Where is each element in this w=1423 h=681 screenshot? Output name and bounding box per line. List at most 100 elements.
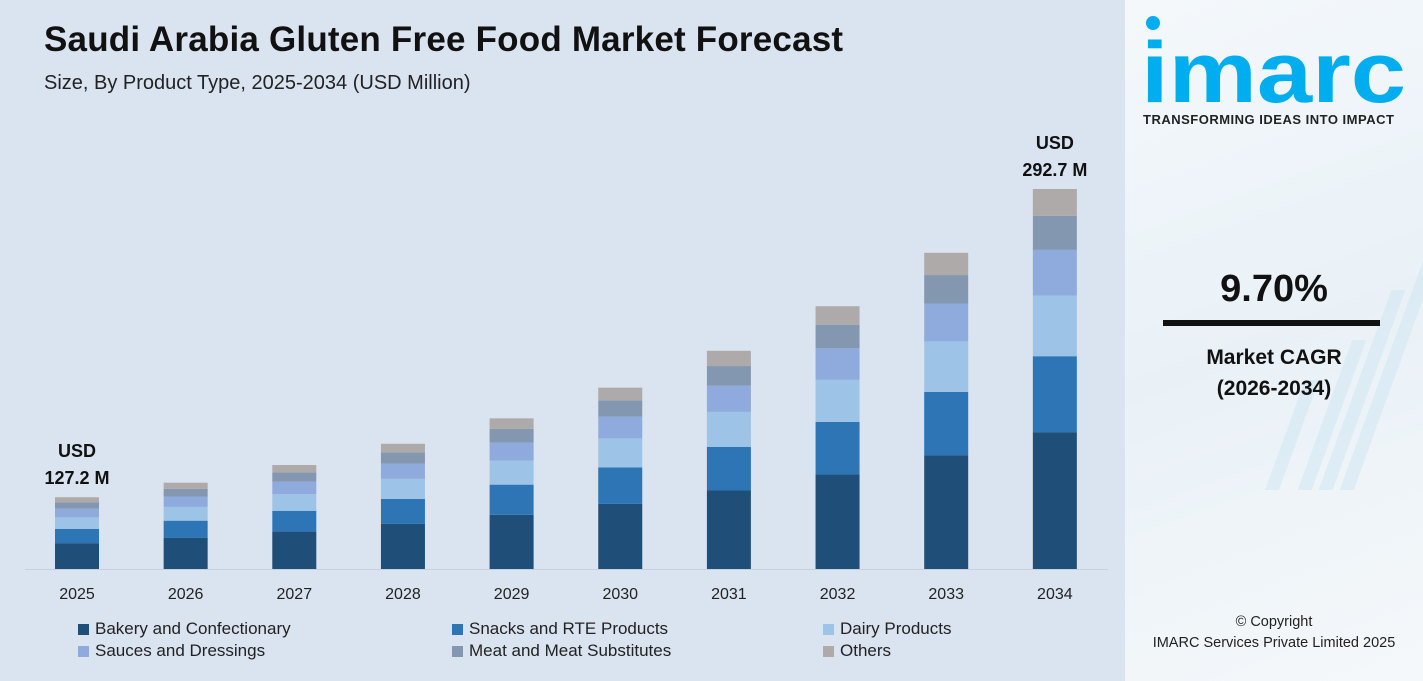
x-tick-label: 2026 <box>168 586 204 603</box>
bar-segment-2028-0 <box>380 523 425 569</box>
data-label-line2: 292.7 M <box>1022 160 1087 180</box>
bar-segment-2031-2 <box>706 411 751 447</box>
bar-segment-2030-2 <box>598 438 643 468</box>
cagr-period: (2026-2034) <box>1216 377 1332 400</box>
bar-segment-2026-0 <box>163 537 208 569</box>
bar-segment-2025-1 <box>55 528 99 544</box>
bar-segment-2026-5 <box>163 482 208 489</box>
bar-segment-2026-4 <box>163 488 208 497</box>
bar-segment-2033-4 <box>924 275 969 304</box>
bar-segment-2029-2 <box>489 460 534 485</box>
legend-item: Others <box>823 641 891 661</box>
svg-text:imarc: imarc <box>1141 25 1406 109</box>
data-label-line1: USD <box>58 441 96 461</box>
bar-segment-2029-3 <box>489 442 534 461</box>
bar-segment-2029-4 <box>489 428 534 443</box>
legend-swatch <box>823 623 834 635</box>
legend-item: Dairy Products <box>823 619 951 639</box>
bar-segment-2025-3 <box>55 508 99 518</box>
legend-item: Bakery and Confectionary <box>78 619 291 639</box>
bar-segment-2028-4 <box>380 452 425 464</box>
legend-label: Meat and Meat Substitutes <box>469 641 672 660</box>
bar-segment-2030-3 <box>598 416 643 439</box>
bar-segment-2032-3 <box>815 348 860 380</box>
bar-segment-2026-2 <box>163 506 208 521</box>
bar-segment-2030-0 <box>598 503 643 569</box>
legend-swatch <box>452 645 463 657</box>
side-panel: imarc TRANSFORMING IDEAS INTO IMPACT 9.7… <box>1125 0 1423 681</box>
bar-segment-2033-5 <box>924 252 969 276</box>
x-tick-label: 2030 <box>602 586 638 603</box>
imarc-logo: imarc <box>1141 16 1406 109</box>
bar-segment-2028-1 <box>380 498 425 524</box>
bar-segment-2030-1 <box>598 467 643 504</box>
bar-segment-2025-2 <box>55 517 99 529</box>
legend-item: Sauces and Dressings <box>78 641 265 661</box>
bar-segment-2032-1 <box>815 421 860 475</box>
cagr-label-text: Market CAGR <box>1206 346 1342 369</box>
legend-swatch <box>452 623 463 635</box>
chart-subtitle: Size, By Product Type, 2025-2034 (USD Mi… <box>44 72 471 94</box>
bar-segment-2031-1 <box>706 446 751 491</box>
cagr-value: 9.70% <box>1220 268 1328 310</box>
bar-segment-2033-2 <box>924 341 969 392</box>
bar-segment-2026-3 <box>163 496 208 507</box>
legend-swatch <box>78 645 89 657</box>
bar-segment-2025-4 <box>55 502 99 509</box>
bar-segment-2027-3 <box>272 481 317 495</box>
data-label-line2: 127.2 M <box>44 468 109 488</box>
bar-segment-2031-5 <box>706 350 751 367</box>
bar-segment-2030-5 <box>598 387 643 401</box>
bar-segment-2027-5 <box>272 465 317 473</box>
legend-label: Sauces and Dressings <box>95 641 266 660</box>
bar-segment-2031-0 <box>706 490 751 569</box>
bar-segment-2033-3 <box>924 303 969 342</box>
bar-segment-2028-5 <box>380 443 425 453</box>
bar-segment-2029-0 <box>489 514 534 569</box>
bar-segment-2027-4 <box>272 472 317 482</box>
x-tick-label: 2032 <box>820 586 856 603</box>
bar-segment-2034-1 <box>1032 356 1077 433</box>
bar-segment-2027-0 <box>272 531 317 569</box>
tagline: TRANSFORMING IDEAS INTO IMPACT <box>1143 112 1395 127</box>
x-tick-label: 2028 <box>385 586 421 603</box>
cagr-label: Market CAGR (2026-2034) <box>1125 342 1423 404</box>
bar-segment-2033-0 <box>924 455 969 569</box>
x-tick-label: 2034 <box>1037 586 1073 603</box>
legend-item: Snacks and RTE Products <box>452 619 668 639</box>
legend-item: Meat and Meat Substitutes <box>452 641 671 661</box>
bar-segment-2031-3 <box>706 385 751 412</box>
copyright-line2: IMARC Services Private Limited 2025 <box>1152 635 1396 651</box>
x-tick-label: 2031 <box>711 586 747 603</box>
bar-segment-2028-2 <box>380 478 425 499</box>
bar-segment-2034-5 <box>1032 189 1077 216</box>
legend-swatch <box>78 623 89 635</box>
data-label-line1: USD <box>1036 133 1074 153</box>
legend-label: Snacks and RTE Products <box>469 619 669 638</box>
bar-segment-2034-3 <box>1032 249 1077 296</box>
legend-label: Others <box>840 641 892 660</box>
bar-segment-2032-4 <box>815 324 860 349</box>
bar-segment-2027-1 <box>272 510 317 532</box>
bar-segment-2034-2 <box>1032 295 1077 357</box>
bar-segment-2025-0 <box>55 543 99 569</box>
x-tick-label: 2033 <box>928 586 964 603</box>
bar-segment-2030-4 <box>598 400 643 417</box>
x-tick-label: 2025 <box>59 586 95 603</box>
copyright-line1: © Copyright <box>1235 614 1313 630</box>
bar-segment-2034-0 <box>1032 432 1077 569</box>
bar-segment-2032-5 <box>815 306 860 325</box>
legend-label: Bakery and Confectionary <box>95 619 291 638</box>
x-tick-label: 2027 <box>277 586 313 603</box>
bar-segment-2029-5 <box>489 418 534 429</box>
bar-segment-2034-4 <box>1032 215 1077 250</box>
chart-title: Saudi Arabia Gluten Free Food Market For… <box>44 20 844 59</box>
copyright: © Copyright IMARC Services Private Limit… <box>1125 612 1423 654</box>
chart-panel: Saudi Arabia Gluten Free Food Market For… <box>0 0 1125 681</box>
legend-swatch <box>823 645 834 657</box>
bar-segment-2028-3 <box>380 463 425 479</box>
bar-segment-2026-1 <box>163 520 208 538</box>
bar-segment-2031-4 <box>706 366 751 386</box>
bar-segment-2029-1 <box>489 484 534 515</box>
legend-label: Dairy Products <box>840 619 952 638</box>
